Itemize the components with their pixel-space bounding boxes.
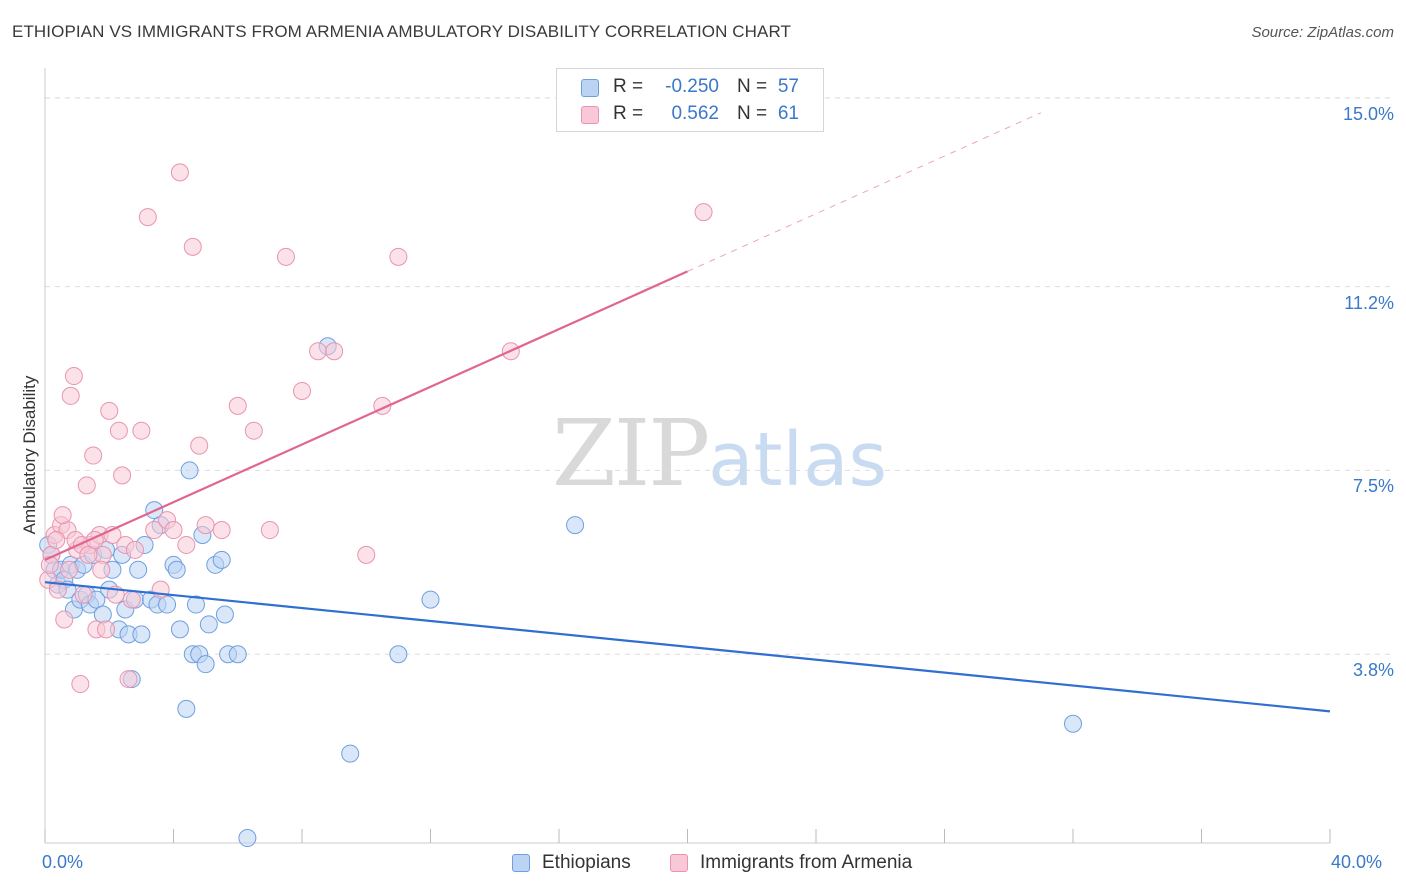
armenia-trend-line [44,270,688,561]
armenia-point [119,670,138,689]
correlation-legend: R = -0.250 N = 57 R = 0.562 N = 61 [556,68,824,132]
armenia-point [55,610,74,629]
legend-swatch-pink [670,854,688,872]
source-credit: Source: ZipAtlas.com [1251,24,1394,41]
armenia-point [64,367,83,386]
armenia-point [170,163,189,182]
ethiopian-point [238,829,257,848]
armenia-trend-extension [687,112,1042,272]
y-tick-label: 15.0% [1342,103,1394,124]
armenia-point [228,396,247,415]
armenia-point [48,580,67,599]
armenia-point [53,506,72,525]
y-tick-label: 3.8% [1352,660,1394,681]
legend-n-value: 57 [777,76,799,97]
legend-row-ethiopians: R = -0.250 N = 57 [557,75,823,101]
armenia-point [276,247,295,266]
legend-swatch-blue [581,79,599,97]
armenia-point [92,560,111,579]
armenia-point [47,530,66,549]
legend-n-label: N = [737,76,768,97]
y-tick-label: 11.2% [1344,292,1394,313]
ethiopian-point [421,590,440,609]
ethiopian-point [215,605,234,624]
armenia-point [164,521,183,540]
armenia-point [145,521,164,540]
x-tick-max: 40.0% [1331,852,1383,872]
armenia-point [77,476,96,495]
armenia-point [132,421,151,440]
trend-lines [44,112,1331,713]
armenia-point [113,466,132,485]
armenia-point [357,545,376,564]
watermark: ZIPatlas [552,400,887,507]
armenia-points [39,163,713,694]
ethiopian-point [389,645,408,664]
watermark-zip: ZIP [552,400,710,507]
y-axis-title: Ambulatory Disability [20,375,39,535]
bottom-legend-label: Immigrants from Armenia [700,852,913,873]
legend-swatch-blue [512,854,530,872]
ethiopian-point [341,744,360,763]
armenia-point [125,540,144,559]
legend-r-value: 0.562 [671,103,719,124]
watermark-atlas: atlas [708,417,887,503]
legend-n-label: N = [737,103,768,124]
ethiopian-point [566,516,585,535]
ethiopian-point [132,625,151,644]
ethiopians-points [39,337,1082,848]
armenia-point [389,247,408,266]
armenia-point [694,203,713,222]
ethiopian-point [177,699,196,718]
armenia-point [177,535,196,554]
ethiopian-point [129,560,148,579]
legend-r-value: -0.250 [665,76,719,97]
axes [44,68,1331,844]
armenia-point [183,237,202,256]
armenia-point [74,585,93,604]
armenia-point [190,436,209,455]
legend-row-armenia: R = 0.562 N = 61 [557,102,823,128]
armenia-point [212,521,231,540]
ethiopian-point [228,645,247,664]
ethiopian-point [1064,714,1082,733]
ethiopian-point [170,620,189,639]
bottom-legend-label: Ethiopians [542,852,631,873]
ethiopian-point [196,655,215,674]
armenia-point [260,521,279,540]
armenia-point [196,516,215,535]
grid-lines [45,97,1392,655]
ethiopians-trend-line [44,581,1331,713]
armenia-point [151,580,170,599]
ethiopian-point [186,595,205,614]
x-tick-min: 0.0% [42,852,84,872]
ethiopian-point [158,595,177,614]
legend-swatch-pink [581,106,599,124]
armenia-point [97,620,116,639]
armenia-point [325,342,344,361]
armenia-point [293,381,311,400]
ethiopian-point [180,461,199,480]
ethiopian-point [212,550,231,569]
armenia-point [79,545,98,564]
armenia-point [244,421,263,440]
armenia-point [309,342,328,361]
chart-title: ETHIOPIAN VS IMMIGRANTS FROM ARMENIA AMB… [12,22,792,41]
legend-n-value: 61 [777,103,799,124]
legend-r-label: R = [613,103,644,124]
armenia-point [109,421,128,440]
armenia-point [138,208,157,227]
legend-r-label: R = [613,76,644,97]
armenia-point [100,401,119,420]
armenia-point [61,386,80,405]
armenia-point [71,675,90,694]
armenia-point [84,446,103,465]
y-tick-label: 7.5% [1352,476,1394,497]
ethiopian-point [167,560,186,579]
armenia-point [122,590,141,609]
armenia-point [60,560,79,579]
ethiopian-point [199,615,218,634]
